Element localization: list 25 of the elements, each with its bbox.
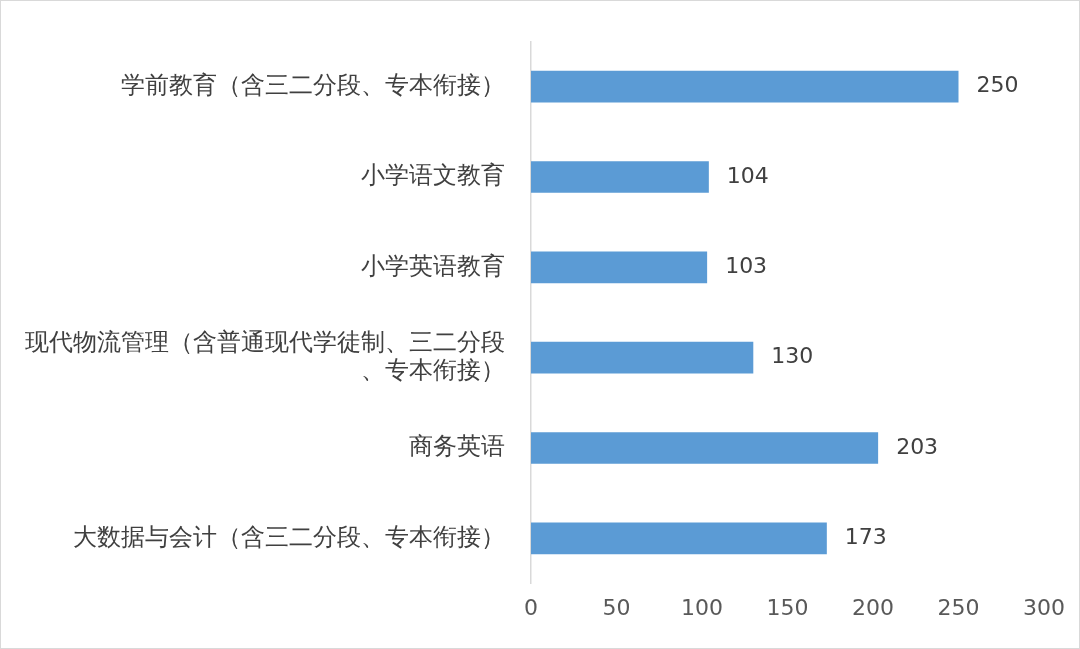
- bar: [531, 341, 754, 374]
- data-label: 103: [725, 253, 768, 279]
- y-tick-label: 商务英语: [409, 432, 505, 461]
- x-tick-label: 50: [602, 594, 631, 620]
- bar: [531, 432, 879, 464]
- y-tick-label: 大数据与会计（含三二分段、专本衔接）: [73, 522, 505, 551]
- y-tick-label: 小学英语教育: [361, 251, 505, 280]
- data-label: 203: [896, 433, 939, 459]
- y-tick-label: 小学语文教育: [361, 161, 505, 190]
- data-label: 173: [844, 524, 887, 550]
- data-label: 250: [976, 72, 1019, 98]
- x-tick-label: 100: [681, 594, 723, 620]
- data-label: 130: [771, 343, 814, 369]
- data-label: 104: [726, 162, 769, 188]
- bar: [531, 522, 827, 555]
- x-tick-label: 250: [937, 594, 980, 620]
- bar: [531, 161, 709, 193]
- x-tick-label: 300: [1023, 594, 1065, 620]
- x-tick-label: 200: [852, 594, 894, 620]
- y-tick-label: 学前教育（含三二分段、专本衔接）: [121, 70, 505, 99]
- bar: [531, 251, 708, 284]
- x-tick-label: 150: [766, 594, 809, 620]
- x-tick-label: 0: [524, 594, 538, 620]
- bar: [531, 70, 959, 103]
- y-tick-label: 现代物流管理（含普通现代学徒制、三二分段、专本衔接）: [25, 327, 505, 385]
